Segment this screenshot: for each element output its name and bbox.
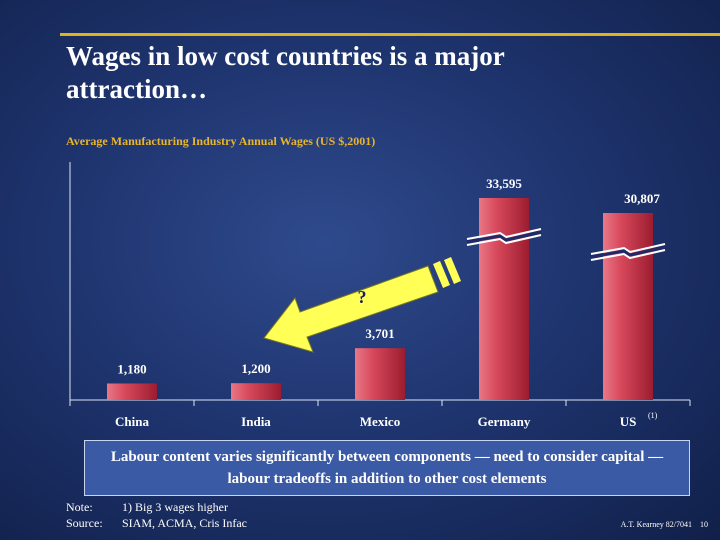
callout-box: Labour content varies significantly betw… (84, 440, 690, 496)
category-label: Mexico (360, 414, 400, 429)
category-label: India (241, 414, 271, 429)
value-label: 1,200 (241, 361, 270, 376)
note-text: 1) Big 3 wages higher (122, 500, 228, 514)
bar-india (231, 383, 281, 400)
footer-reference: A.T. Kearney 82/7041 (620, 520, 692, 529)
axis-break-mark (590, 249, 666, 261)
arrow-stripe (444, 257, 461, 284)
title-rule (60, 33, 720, 36)
axis-break-gap (590, 245, 666, 259)
category-label: China (115, 414, 149, 429)
source-label: Source: (66, 516, 103, 530)
value-label: 1,180 (117, 361, 146, 376)
axis-break-gap (466, 230, 542, 244)
arrow-stripe (433, 261, 450, 288)
footer: A.T. Kearney 82/7041 10 (613, 520, 708, 529)
bar-us (603, 213, 653, 400)
axis-break-mark (466, 234, 542, 246)
bar-china (107, 383, 157, 400)
category-label: Germany (478, 414, 531, 429)
page-title: Wages in low cost countries is a major a… (66, 41, 505, 104)
axis-break-mark (466, 228, 542, 240)
source-row: Source: SIAM, ACMA, Cris Infac (66, 516, 247, 531)
category-label: US (620, 414, 637, 429)
value-label: 3,701 (365, 326, 394, 341)
bar-germany (479, 198, 529, 400)
chart-title: Average Manufacturing Industry Annual Wa… (66, 134, 376, 148)
value-label: 30,807 (624, 191, 660, 206)
source-text: SIAM, ACMA, Cris Infac (122, 516, 247, 530)
value-label: 33,595 (486, 176, 522, 191)
question-mark-annotation: ? (358, 287, 367, 307)
note-row: Note: 1) Big 3 wages higher (66, 500, 228, 515)
note-label: Note: (66, 500, 93, 514)
page-number: 10 (700, 520, 708, 529)
axis-break-mark (590, 243, 666, 255)
category-footnote-marker: (1) (648, 411, 658, 420)
bar-mexico (355, 348, 405, 400)
arrow-shape (263, 265, 439, 353)
